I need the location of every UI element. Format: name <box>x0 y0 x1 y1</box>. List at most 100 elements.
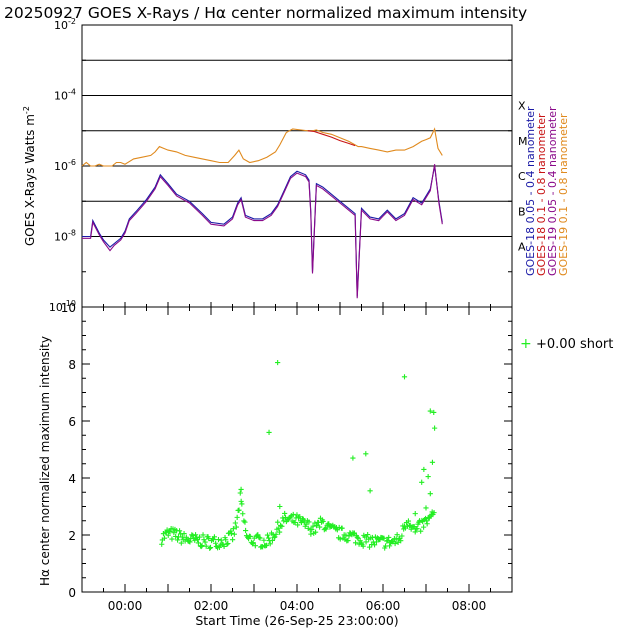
halpha-point <box>431 510 437 516</box>
x-tick-label: 04:00 <box>280 599 315 613</box>
x-tick-label: 00:00 <box>108 599 143 613</box>
halpha-point <box>221 543 227 549</box>
halpha-point <box>320 518 326 525</box>
x-tick-label: 08:00 <box>452 599 487 613</box>
halpha-point <box>167 528 173 535</box>
halpha-point <box>263 542 270 548</box>
halpha-point <box>425 473 431 480</box>
halpha-point <box>176 528 183 534</box>
halpha-point <box>201 537 207 543</box>
halpha-point <box>250 540 256 546</box>
flare-class-c: C <box>518 170 526 183</box>
xray-y-axis-label: GOES X-Rays Watts m-2 <box>22 106 37 246</box>
halpha-point <box>233 524 239 530</box>
halpha-point <box>273 531 279 537</box>
halpha-point <box>385 537 391 544</box>
halpha-point <box>431 409 437 416</box>
halpha-point <box>237 490 243 496</box>
halpha-point <box>281 518 287 524</box>
halpha-point <box>243 527 249 534</box>
halpha-point <box>294 512 300 518</box>
halpha-point <box>192 532 199 538</box>
halpha-point <box>282 510 288 517</box>
halpha-point <box>363 539 369 545</box>
y-tick-label: 2 <box>68 529 76 543</box>
halpha-point <box>313 523 320 529</box>
halpha-point <box>308 531 314 537</box>
halpha-point <box>275 519 281 525</box>
halpha-point <box>360 543 366 549</box>
y-tick-label: 6 <box>68 415 76 429</box>
halpha-point <box>395 539 401 545</box>
halpha-point <box>277 503 283 510</box>
halpha-point <box>306 519 312 525</box>
y-tick-label: 4 <box>68 472 76 486</box>
halpha-point <box>225 540 231 547</box>
halpha-y-axis: 0 2 4 6 8 10 <box>61 301 512 600</box>
halpha-point <box>401 374 408 380</box>
halpha-point <box>257 535 263 541</box>
halpha-point <box>203 543 209 549</box>
halpha-point <box>275 359 281 366</box>
halpha-point <box>159 541 165 547</box>
halpha-point <box>419 479 425 485</box>
halpha-point <box>405 518 412 524</box>
series-line <box>82 164 443 299</box>
halpha-point <box>247 533 253 540</box>
halpha-point <box>169 536 175 542</box>
halpha-legend-label: +0.00 short <box>536 337 613 352</box>
legend-entry: GOES-19 0.1 - 0.8 nanometer <box>557 113 570 276</box>
halpha-point <box>202 539 208 545</box>
halpha-point <box>295 522 301 528</box>
halpha-point <box>310 523 316 529</box>
halpha-point <box>412 529 418 535</box>
halpha-point <box>351 531 357 537</box>
y-tick-label: 10 <box>61 301 76 315</box>
halpha-point <box>163 529 169 535</box>
halpha-point <box>357 538 363 544</box>
halpha-point <box>224 541 230 547</box>
halpha-point <box>171 530 177 536</box>
halpha-point <box>394 532 400 538</box>
halpha-point <box>323 526 329 532</box>
flare-class-x: X <box>518 100 526 113</box>
halpha-point <box>228 530 235 537</box>
halpha-point <box>309 526 315 533</box>
halpha-point <box>238 498 244 504</box>
halpha-point <box>367 488 373 494</box>
halpha-point <box>210 536 217 543</box>
halpha-point <box>230 526 237 532</box>
halpha-point <box>429 459 436 465</box>
halpha-point <box>218 537 224 543</box>
halpha-point <box>187 539 193 545</box>
halpha-point <box>412 511 418 517</box>
halpha-scatter-points <box>159 359 438 551</box>
halpha-point <box>231 531 237 537</box>
halpha-point <box>211 534 218 540</box>
y-tick-label: 10-8 <box>54 229 76 244</box>
halpha-point <box>269 537 276 543</box>
halpha-point <box>350 455 356 461</box>
halpha-point <box>174 537 181 543</box>
halpha-point <box>229 537 236 543</box>
halpha-point <box>339 525 345 531</box>
halpha-point <box>317 524 323 530</box>
flare-class-m: M <box>518 135 528 148</box>
halpha-point <box>181 530 187 537</box>
halpha-point <box>198 543 204 550</box>
halpha-point <box>345 537 351 544</box>
halpha-point <box>432 425 438 431</box>
time-x-axis-label: Start Time (26-Sep-25 23:00:00) <box>195 613 398 628</box>
halpha-point <box>256 534 262 541</box>
y-tick-label: 10-4 <box>54 88 76 103</box>
halpha-point <box>161 535 168 541</box>
halpha-point <box>297 514 303 520</box>
halpha-point <box>264 532 271 538</box>
halpha-point <box>207 544 214 551</box>
halpha-point <box>398 538 404 544</box>
halpha-point <box>242 519 248 525</box>
halpha-point <box>418 528 424 534</box>
